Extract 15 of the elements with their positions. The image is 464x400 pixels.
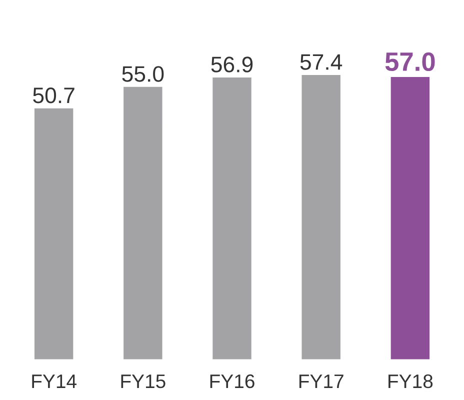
data-label: 50.7 xyxy=(33,88,74,104)
x-tick-label: FY17 xyxy=(299,374,344,388)
x-tick-label: FY14 xyxy=(32,374,76,388)
x-tick-label: FY18 xyxy=(388,374,433,388)
bar xyxy=(300,74,342,360)
data-label: 57.0 xyxy=(385,52,435,72)
data-label: 56.9 xyxy=(211,56,253,72)
bar xyxy=(211,76,253,360)
data-label: 55.0 xyxy=(122,66,164,82)
bar xyxy=(122,86,164,360)
bar xyxy=(389,76,431,360)
x-tick-label: FY16 xyxy=(210,374,254,388)
bar xyxy=(33,106,75,360)
data-label: 57.4 xyxy=(300,54,342,70)
x-tick-label: FY15 xyxy=(121,374,166,388)
